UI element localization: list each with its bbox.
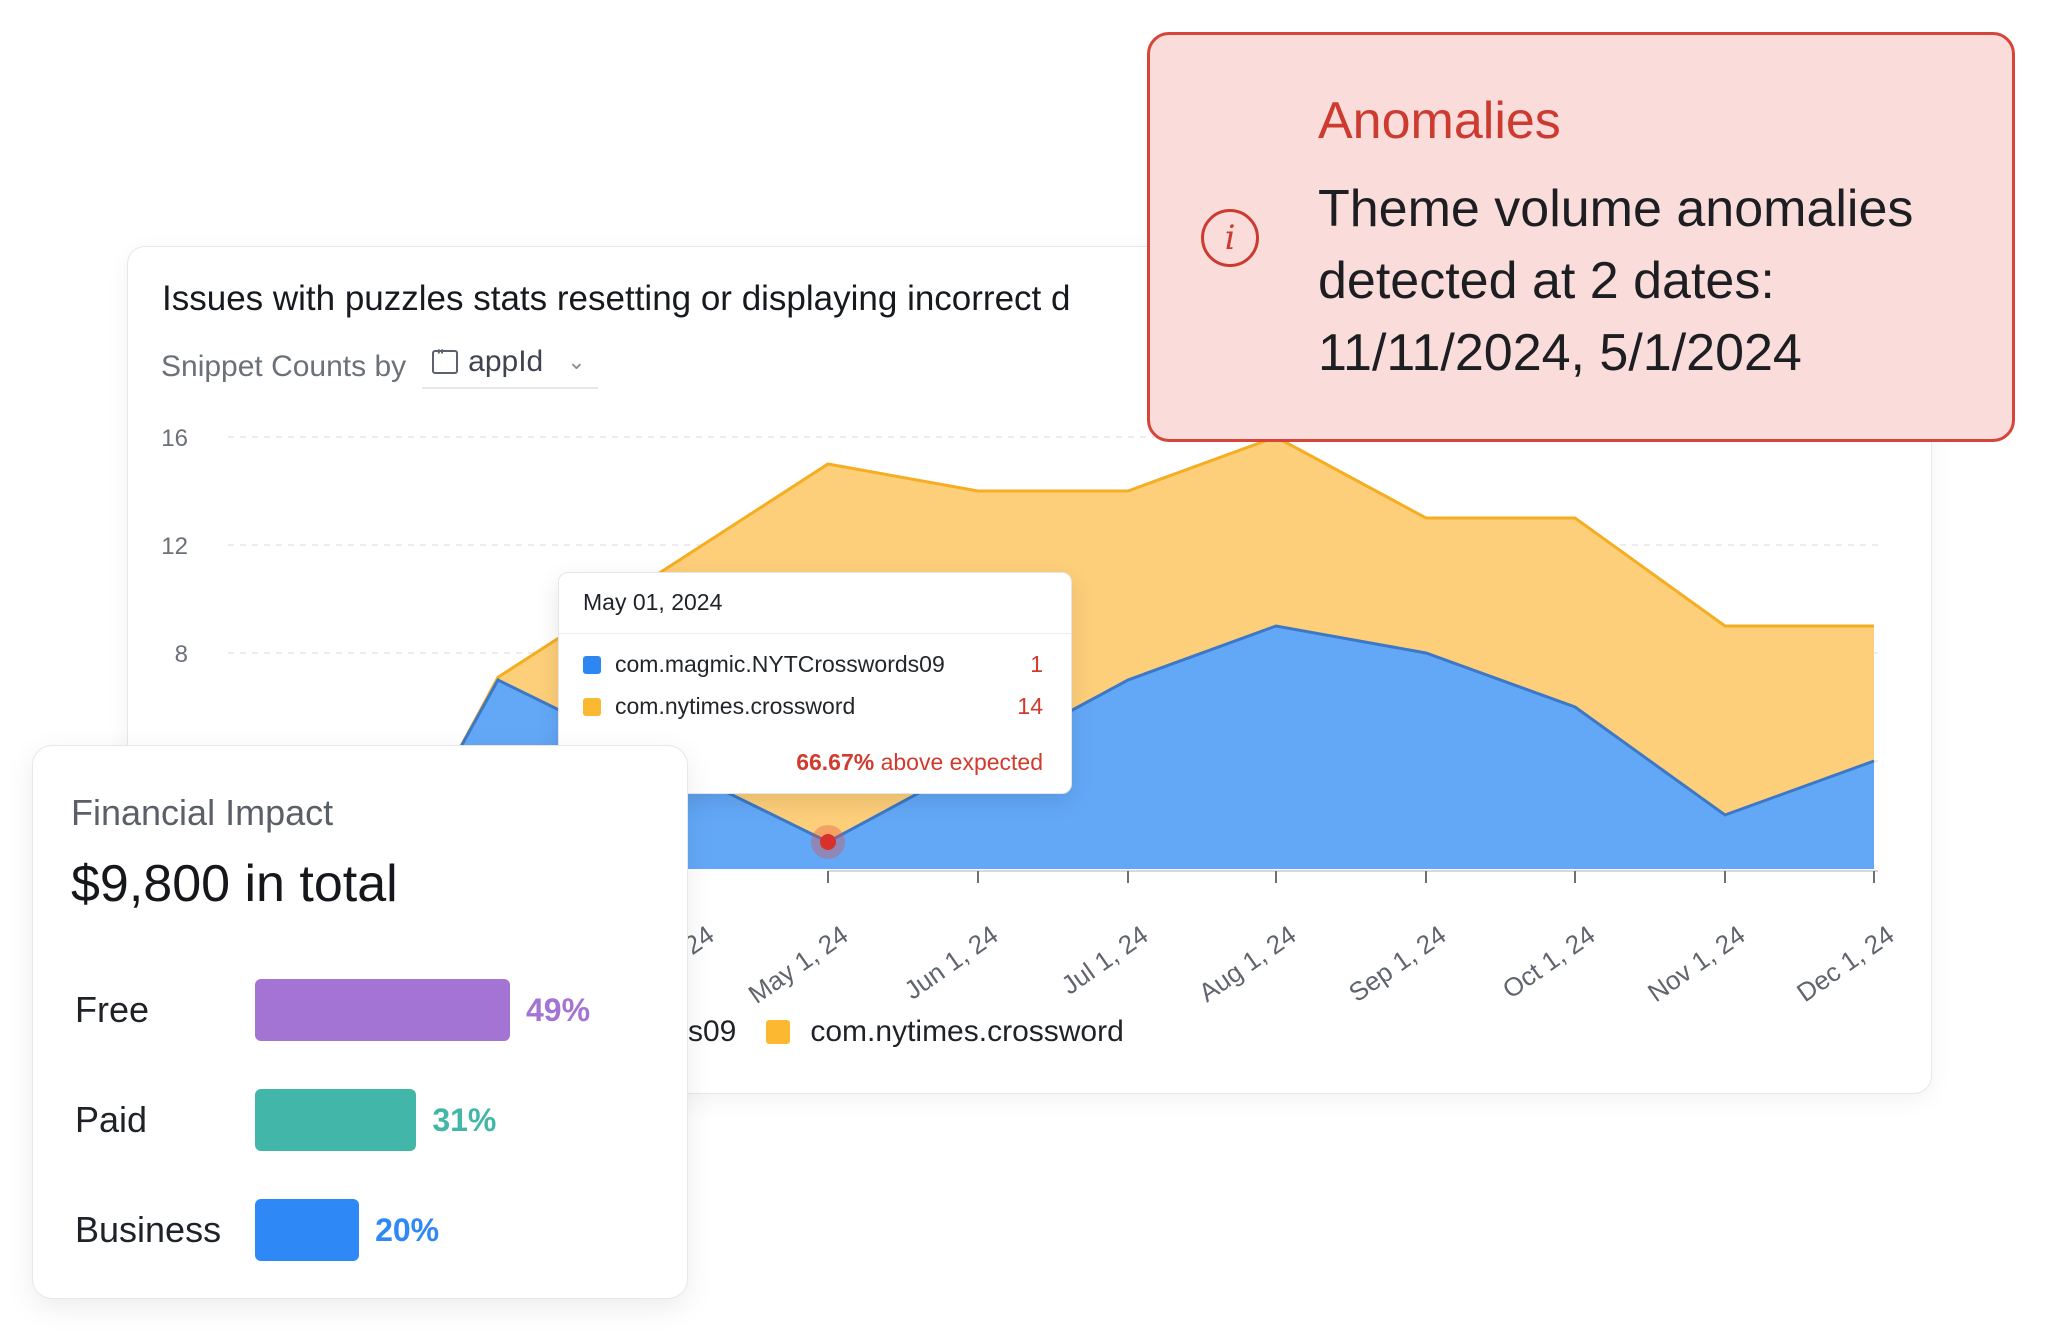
finance-row-pct: 20%	[375, 1211, 440, 1248]
x-tick-label: Nov 1, 24	[1642, 919, 1750, 1007]
series-swatch	[583, 655, 601, 674]
x-tick-label: Jun 1, 24	[899, 919, 1004, 1005]
tooltip-row: com.magmic.NYTCrosswords09 1	[583, 651, 1043, 678]
anomaly-marker	[820, 834, 836, 850]
snippet-counts-row: Snippet Counts by appId ⌄	[161, 345, 598, 389]
anomalies-card: i Anomalies Theme volume anomalies detec…	[1147, 32, 2015, 442]
x-tick-label: Jul 1, 24	[1056, 919, 1154, 1000]
above-expected: 66.67% above expected	[796, 749, 1043, 776]
x-tick-label: Dec 1, 24	[1791, 919, 1899, 1007]
finance-row-free: Free 49%	[75, 979, 590, 1041]
quote-icon	[432, 346, 459, 374]
legend-item-nytimes[interactable]: com.nytimes.crossword	[810, 1015, 1124, 1048]
group-by-select[interactable]: appId ⌄	[422, 345, 598, 389]
finance-bar	[255, 979, 510, 1041]
finance-row-business: Business 20%	[75, 1199, 439, 1261]
finance-row-paid: Paid 31%	[75, 1089, 496, 1151]
finance-row-label: Paid	[75, 1099, 148, 1140]
finance-bar	[255, 1089, 417, 1151]
chart-title: Issues with puzzles stats resetting or d…	[162, 279, 1071, 318]
series-line-nytimes	[451, 435, 1874, 762]
tooltip-series-label: com.magmic.NYTCrosswords09	[615, 651, 945, 677]
series-swatch	[583, 697, 601, 716]
anomalies-description: Theme volume anomalies detected at 2 dat…	[1318, 180, 1914, 382]
y-tick-label: 12	[161, 533, 188, 560]
group-by-value: appId	[468, 345, 544, 378]
snippet-counts-label: Snippet Counts by	[161, 350, 407, 383]
x-tick-label: Aug 1, 24	[1193, 919, 1301, 1007]
x-tick-label: May 1, 24	[743, 919, 854, 1009]
anomalies-title: Anomalies	[1318, 92, 1561, 150]
above-expected-pct: 66.67%	[796, 749, 875, 775]
tooltip-series-value: 14	[1017, 693, 1043, 719]
chart-legend: s09 com.nytimes.crossword	[688, 1015, 1124, 1049]
legend-item-partial[interactable]: s09	[688, 1015, 737, 1048]
financial-impact-total: $9,800 in total	[71, 855, 398, 913]
y-tick-label: 16	[161, 425, 188, 452]
divider	[559, 633, 1071, 634]
x-tick-label: Oct 1, 24	[1497, 919, 1601, 1004]
info-icon: i	[1201, 209, 1259, 267]
y-tick-label: 8	[175, 641, 188, 668]
legend-swatch	[766, 1020, 791, 1044]
chevron-down-icon: ⌄	[567, 349, 586, 374]
finance-row-pct: 31%	[432, 1101, 497, 1138]
financial-impact-card: Financial Impact $9,800 in total Free 49…	[32, 745, 688, 1299]
finance-bar	[255, 1199, 360, 1261]
x-tick-label: Sep 1, 24	[1343, 919, 1451, 1007]
finance-row-label: Business	[75, 1209, 222, 1250]
financial-impact-label: Financial Impact	[71, 792, 334, 833]
finance-row-label: Free	[75, 989, 150, 1030]
finance-row-pct: 49%	[526, 991, 591, 1028]
tooltip-series-label: com.nytimes.crossword	[615, 693, 856, 719]
tooltip-row: com.nytimes.crossword 14	[583, 693, 1043, 720]
tooltip-series-value: 1	[1030, 651, 1043, 677]
above-expected-text: above expected	[880, 749, 1043, 775]
tooltip-date: May 01, 2024	[583, 589, 723, 615]
